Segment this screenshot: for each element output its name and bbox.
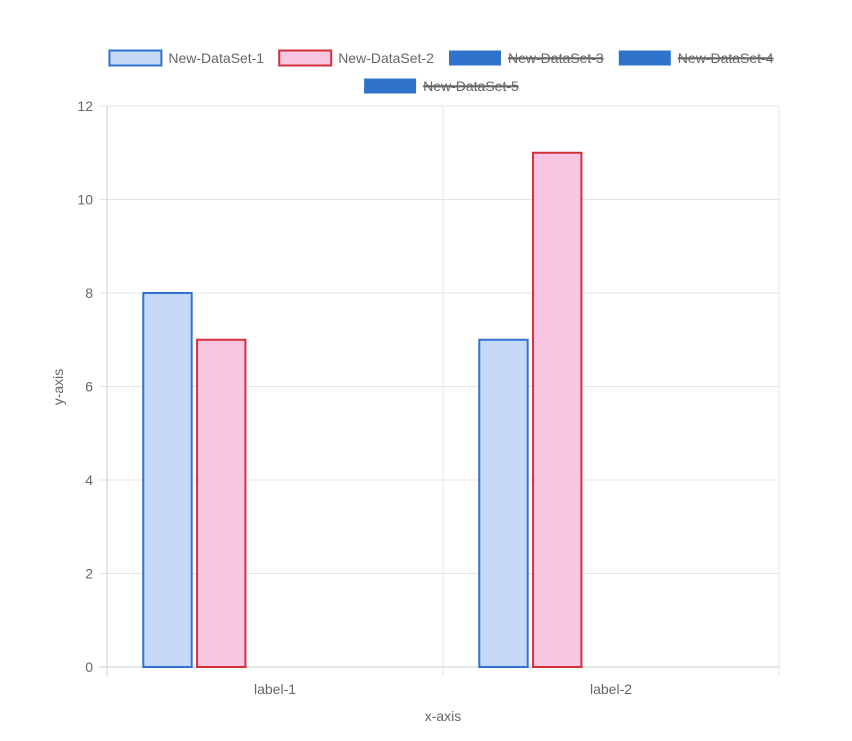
legend-item-new-dataset-3[interactable]: New-DataSet-3 (449, 50, 604, 66)
y-tick-label: 0 (85, 659, 93, 675)
legend-item-new-dataset-1[interactable]: New-DataSet-1 (108, 49, 264, 67)
y-tick-label: 4 (85, 472, 93, 488)
legend-swatch (278, 49, 333, 67)
legend-swatch (449, 50, 501, 66)
y-tick-label: 10 (77, 192, 93, 208)
bars-layer (142, 151, 583, 668)
bar-new-dataset-2-label-1[interactable] (196, 338, 247, 668)
legend-item-new-dataset-4[interactable]: New-DataSet-4 (618, 50, 774, 66)
legend: New-DataSet-1 New-DataSet-2 New-DataSet-3 N… (108, 49, 774, 94)
legend-swatch (618, 50, 671, 66)
legend-label: New-DataSet-2 (338, 50, 434, 66)
y-tick-label: 2 (85, 566, 93, 582)
legend-item-new-dataset-2[interactable]: New-DataSet-2 (278, 49, 434, 67)
y-axis-title: y-axis (50, 369, 66, 406)
y-tick-label: 8 (85, 285, 93, 301)
y-tick-label: 6 (85, 379, 93, 395)
bar-new-dataset-2-label-2[interactable] (532, 151, 583, 668)
legend-item-new-dataset-5[interactable]: New-DataSet-5 (364, 78, 519, 94)
x-axis-title: x-axis (425, 708, 462, 724)
x-tick-label: label-2 (590, 681, 632, 697)
legend-label: New-DataSet-1 (168, 50, 264, 66)
bar-new-dataset-1-label-2[interactable] (478, 338, 529, 668)
legend-swatch (364, 78, 417, 94)
bar-new-dataset-1-label-1[interactable] (142, 292, 193, 668)
axis-layer: 0 2 4 6 8 10 12 label-1 label-2 (77, 98, 632, 697)
legend-swatch (108, 49, 163, 67)
x-tick-label: label-1 (254, 681, 296, 697)
y-tick-label: 12 (77, 98, 93, 114)
